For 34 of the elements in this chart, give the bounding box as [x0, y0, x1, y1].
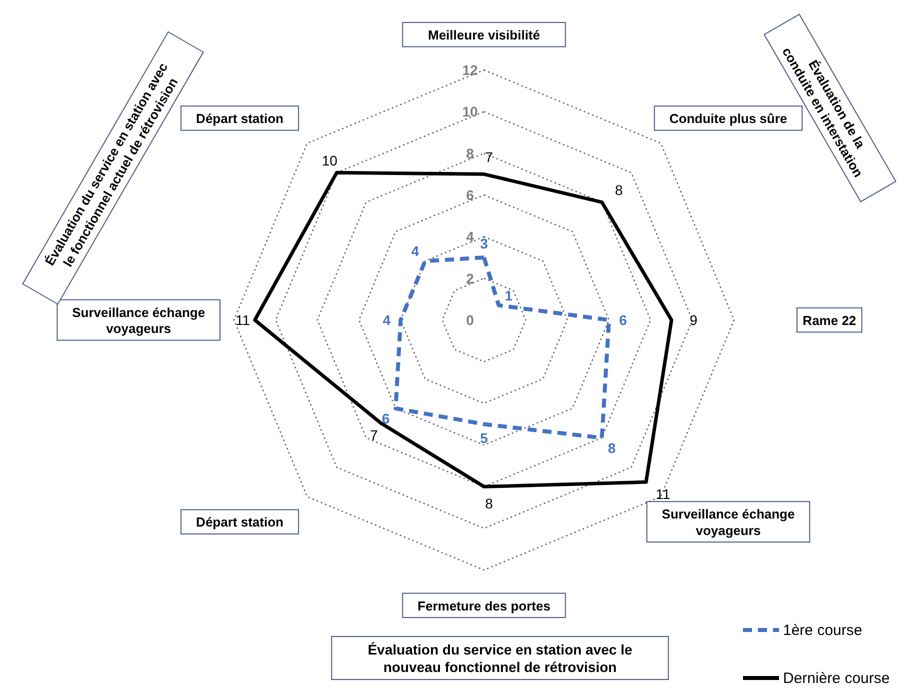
spoke-label: Fermeture des portes	[418, 598, 550, 614]
y-tick-label: 4	[466, 228, 474, 245]
data-label: 4	[411, 243, 420, 260]
legend-label: 1ère course	[783, 622, 862, 639]
data-label: 3	[480, 236, 488, 252]
data-label: 8	[485, 496, 494, 512]
data-label: 7	[370, 427, 378, 444]
spoke-label: Départ station	[196, 514, 284, 530]
y-tick-label: 10	[462, 104, 478, 120]
spoke-label: Surveillance échange voyageurs	[72, 304, 206, 336]
data-label: 4	[382, 312, 391, 328]
data-label: 6	[382, 410, 390, 426]
y-tick-label: 6	[466, 187, 474, 203]
data-label: 7	[485, 149, 494, 166]
y-tick-label: 0	[466, 312, 474, 328]
spoke-label: Rame 22	[802, 312, 856, 328]
data-label: 8	[608, 440, 616, 456]
data-label: 1	[504, 287, 513, 304]
data-label: 10	[322, 152, 338, 169]
legend-label: Dernière course	[783, 670, 890, 687]
data-label: 8	[614, 182, 623, 198]
data-label: 5	[480, 430, 488, 446]
spoke-label: Conduite plus sûre	[669, 111, 788, 126]
data-label: 6	[619, 312, 628, 328]
spoke-label: Surveillance échange voyageurs	[662, 506, 795, 538]
y-tick-label: 8	[466, 145, 474, 162]
spoke-label: Meilleure visibilité	[428, 27, 540, 42]
y-tick-label: 12	[462, 62, 478, 78]
y-tick-label: 2	[466, 270, 474, 286]
spoke-label: Départ station	[196, 111, 284, 126]
data-label: 11	[236, 312, 250, 328]
data-label: 11	[656, 486, 671, 502]
data-label: 9	[690, 312, 698, 328]
text: Évaluation du service en station avec le nouveau fonctionnel de rétrovision	[368, 642, 632, 675]
